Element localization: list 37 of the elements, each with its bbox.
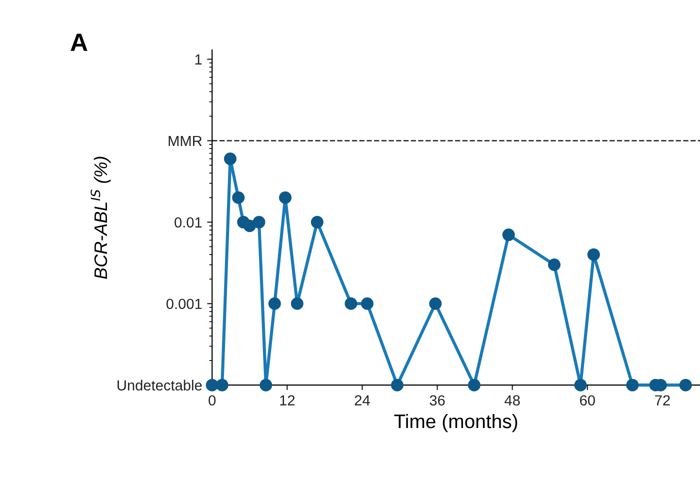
point xyxy=(232,191,245,204)
point xyxy=(391,378,404,392)
point xyxy=(206,378,218,392)
x-axis-title: Time (months) xyxy=(394,414,518,432)
point xyxy=(260,378,272,392)
y-tick-label: 1 xyxy=(195,54,202,65)
point xyxy=(360,297,374,310)
point xyxy=(268,297,281,310)
x-tick-label: 12 xyxy=(280,395,295,406)
point xyxy=(429,297,442,310)
point xyxy=(626,378,639,392)
point xyxy=(252,216,266,228)
x-tick-label: 48 xyxy=(504,395,520,406)
x-tick-label: 72 xyxy=(655,395,670,406)
point xyxy=(468,378,480,392)
point xyxy=(502,228,515,242)
point xyxy=(679,378,692,392)
point xyxy=(279,191,292,204)
point xyxy=(216,378,228,392)
point xyxy=(574,378,587,392)
y-axis-title: BCR-ABL$^{IS}$ (%) xyxy=(90,156,111,279)
y-tick-label: 0.01 xyxy=(174,217,202,228)
point xyxy=(587,248,600,261)
x-tick-label: 60 xyxy=(580,395,595,406)
x-tick-label: 0 xyxy=(208,395,216,406)
point xyxy=(224,152,236,166)
point xyxy=(548,258,561,272)
text: A xyxy=(70,34,88,51)
y-tick-label: Undetectable xyxy=(118,380,202,391)
y-tick-label: MMR xyxy=(168,136,202,146)
point xyxy=(290,297,304,310)
x-tick-label: 36 xyxy=(430,395,445,406)
y-tick-label: 0.001 xyxy=(166,298,202,310)
point xyxy=(344,297,358,310)
point xyxy=(243,220,256,232)
x-tick-label: 24 xyxy=(354,395,370,406)
point xyxy=(310,216,324,228)
